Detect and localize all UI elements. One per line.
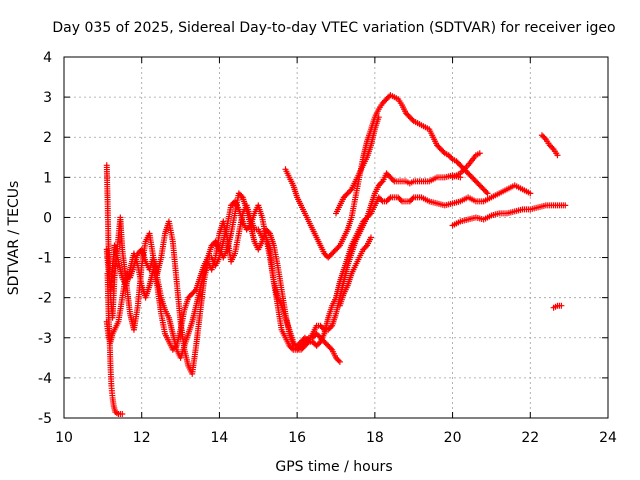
plus-marker — [549, 144, 556, 151]
plus-marker — [327, 345, 334, 352]
y-tick-label: -5 — [38, 411, 52, 427]
x-tick-label: 24 — [599, 430, 617, 446]
plot-area-frame — [63, 56, 609, 419]
plus-marker — [347, 187, 354, 194]
x-tick-label: 14 — [211, 430, 229, 446]
plus-marker — [484, 190, 491, 197]
plus-marker — [265, 229, 272, 236]
y-tick-label: -4 — [38, 371, 52, 387]
plus-marker — [483, 189, 490, 196]
plus-marker — [409, 116, 416, 123]
plus-marker — [362, 243, 369, 250]
y-axis-tick-labels: -5 -4 -3 -2 -1 0 1 2 3 4 — [38, 50, 52, 427]
series-track-e — [333, 114, 382, 217]
plus-marker — [386, 195, 393, 202]
plus-marker — [304, 340, 311, 347]
plus-marker — [476, 150, 483, 157]
plus-marker — [389, 177, 396, 184]
plus-marker — [409, 195, 416, 202]
plus-marker — [172, 344, 179, 351]
x-tick-label: 22 — [521, 430, 539, 446]
plus-marker — [327, 324, 334, 331]
x-axis-label: GPS time / hours — [275, 459, 392, 475]
plus-marker — [336, 358, 343, 365]
plus-marker — [320, 325, 327, 332]
x-tick-label: 12 — [133, 430, 151, 446]
series-track-g — [449, 150, 483, 181]
x-tick-label: 10 — [55, 430, 73, 446]
plus-marker — [554, 152, 561, 159]
plus-marker — [335, 243, 342, 250]
y-tick-label: 2 — [43, 130, 52, 146]
x-axis-tick-labels: 10 12 14 16 18 20 22 24 — [55, 430, 617, 446]
y-tick-label: -3 — [38, 331, 52, 347]
y-tick-label: -1 — [38, 251, 52, 267]
y-axis-label: SDTVAR / TECUs — [6, 181, 22, 296]
plus-marker — [440, 148, 447, 155]
plus-marker — [119, 410, 126, 417]
series-track-k — [104, 270, 126, 417]
series-track-j — [336, 234, 374, 309]
x-tick-label: 16 — [288, 430, 306, 446]
series-track-h — [538, 132, 561, 159]
x-tick-label: 20 — [444, 430, 462, 446]
series-track-i — [550, 302, 565, 311]
y-tick-label: 4 — [43, 50, 52, 66]
y-tick-label: -2 — [38, 291, 52, 307]
plus-marker — [527, 190, 534, 197]
plus-marker — [448, 154, 455, 161]
x-tick-label: 18 — [366, 430, 384, 446]
y-tick-label: 1 — [43, 170, 52, 186]
plus-marker — [397, 197, 404, 204]
plus-marker — [375, 114, 382, 121]
plus-marker — [558, 302, 565, 309]
plus-marker — [562, 202, 569, 209]
plus-marker — [378, 179, 385, 186]
plus-marker — [238, 193, 245, 200]
axis-ticks — [63, 56, 609, 419]
grid-lines — [64, 57, 608, 418]
chart-title: Day 035 of 2025, Sidereal Day-to-day VTE… — [52, 20, 615, 36]
plus-marker — [378, 197, 385, 204]
plus-marker — [335, 357, 342, 364]
data-series-layer — [103, 92, 569, 417]
plus-marker — [288, 345, 295, 352]
plus-marker — [316, 340, 323, 347]
plus-marker — [367, 234, 374, 241]
y-tick-label: 0 — [43, 210, 52, 226]
plus-marker — [191, 287, 198, 294]
plus-marker — [541, 134, 548, 141]
y-tick-label: 3 — [43, 90, 52, 106]
series-track-f — [449, 202, 569, 229]
plus-marker — [246, 223, 253, 230]
